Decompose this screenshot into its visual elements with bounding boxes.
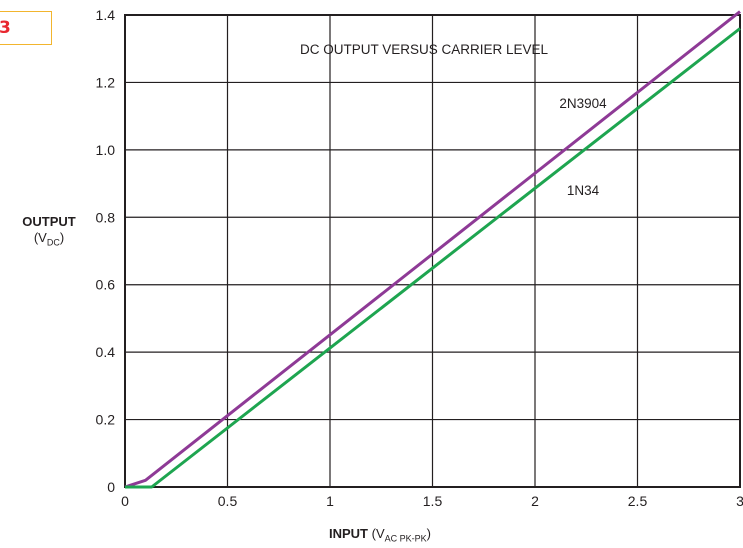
x-tick-label: 2: [531, 493, 539, 509]
y-tick-label: 0.2: [96, 412, 116, 428]
figure-number: 3: [0, 18, 11, 38]
y-tick-label: 1.0: [96, 142, 116, 158]
tick-labels: 0 0.5 1 1.5 2 2.5 3 0 0.2 0.4 0.6 0.8 1.0 1.2 1.4: [96, 7, 743, 509]
plot-frame: [124, 14, 741, 488]
y-axis-label-unit: (VDC): [33, 230, 65, 248]
x-tick-label: 0.5: [218, 493, 238, 509]
x-tick-label: 1: [326, 493, 334, 509]
x-axis-label: INPUT (VAC PK-PK): [329, 526, 431, 544]
y-axis-label-main: OUTPUT: [22, 214, 76, 229]
x-tick-label: 0: [121, 493, 129, 509]
y-tick-label: 1.4: [96, 7, 116, 23]
x-tick-label: 2.5: [628, 493, 648, 509]
series-layer: [124, 10, 741, 489]
y-tick-label: 0: [107, 479, 115, 495]
chart-title: DC OUTPUT VERSUS CARRIER LEVEL: [300, 42, 549, 57]
series-label-2n3904: 2N3904: [559, 96, 607, 111]
series-line-1n34: [125, 27, 741, 489]
y-axis-label: OUTPUT (VDC): [14, 214, 84, 251]
figure-number-badge: 3: [0, 11, 52, 45]
series-line-2n3904: [124, 10, 741, 489]
grid-lines: [125, 15, 740, 487]
y-tick-label: 0.6: [96, 277, 116, 293]
x-tick-label: 1.5: [423, 493, 443, 509]
y-tick-label: 1.2: [96, 74, 116, 90]
y-tick-label: 0.8: [96, 209, 116, 225]
y-tick-label: 0.4: [96, 344, 116, 360]
x-tick-label: 3: [736, 493, 743, 509]
series-label-1n34: 1N34: [567, 183, 600, 198]
x-axis-label-main: INPUT: [329, 526, 368, 541]
